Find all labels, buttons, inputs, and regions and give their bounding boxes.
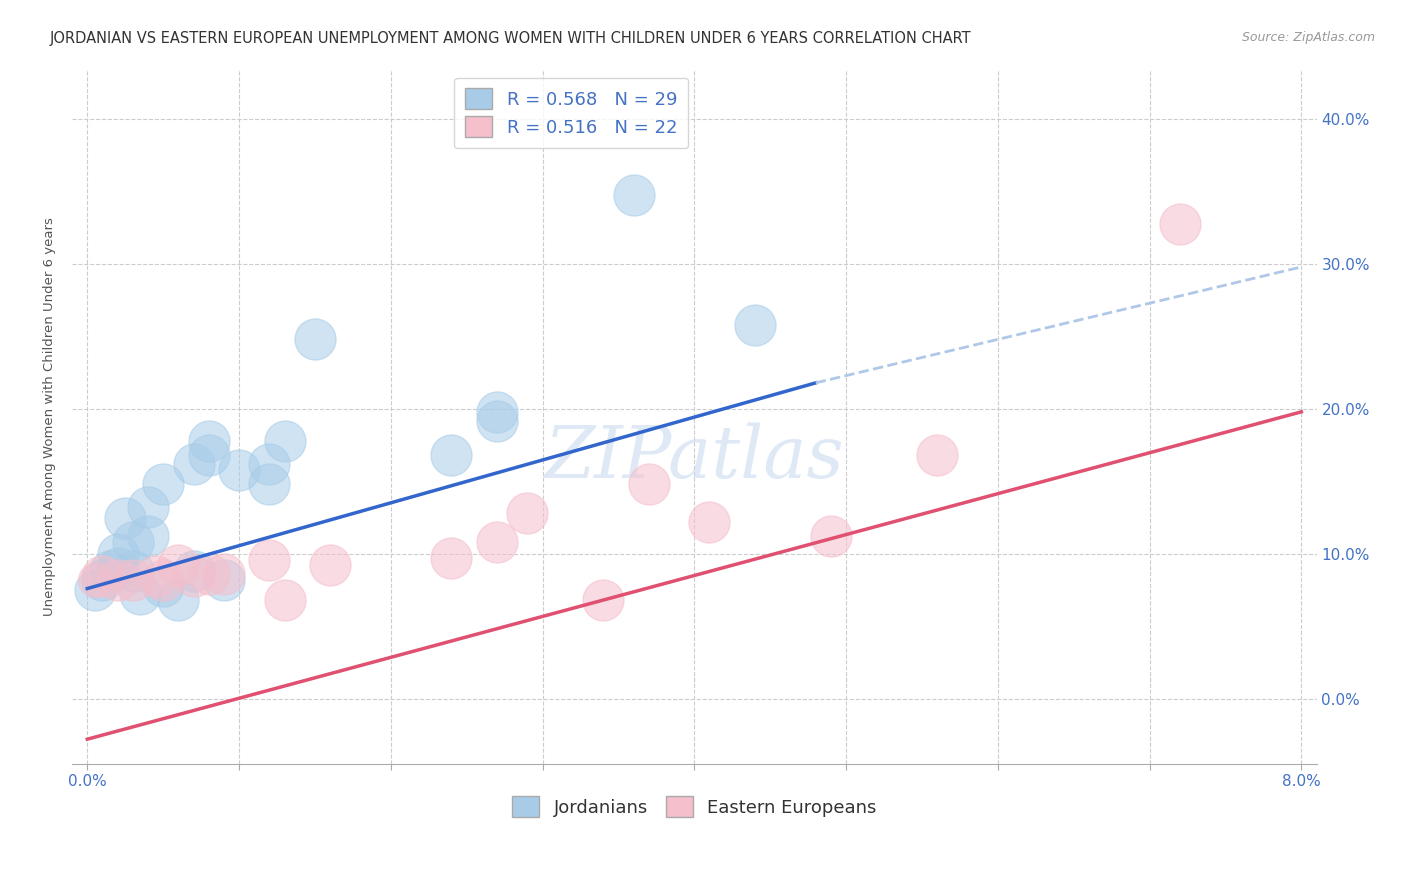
Point — [440, 448, 463, 462]
Point — [1168, 217, 1191, 231]
Point — [744, 318, 766, 332]
Point — [516, 506, 538, 520]
Point — [121, 535, 143, 549]
Point — [259, 552, 281, 566]
Point — [197, 448, 219, 462]
Point — [259, 457, 281, 471]
Point — [83, 573, 105, 587]
Point — [114, 510, 136, 524]
Point — [212, 573, 235, 587]
Point — [91, 568, 114, 582]
Point — [129, 587, 152, 601]
Text: ZIPatlas: ZIPatlas — [544, 423, 844, 493]
Point — [623, 187, 645, 202]
Point — [486, 405, 509, 419]
Point — [212, 567, 235, 582]
Point — [107, 547, 129, 561]
Point — [136, 529, 159, 543]
Point — [486, 413, 509, 427]
Point — [197, 434, 219, 448]
Point — [183, 564, 205, 578]
Point — [228, 463, 250, 477]
Point — [820, 529, 842, 543]
Point — [197, 567, 219, 582]
Legend: Jordanians, Eastern Europeans: Jordanians, Eastern Europeans — [505, 789, 884, 824]
Point — [121, 573, 143, 587]
Point — [183, 457, 205, 471]
Point — [167, 593, 190, 607]
Point — [699, 515, 721, 529]
Point — [145, 568, 167, 582]
Point — [592, 593, 614, 607]
Point — [107, 561, 129, 575]
Point — [273, 434, 295, 448]
Point — [927, 448, 949, 462]
Point — [152, 477, 174, 491]
Point — [167, 558, 190, 573]
Point — [183, 568, 205, 582]
Point — [136, 500, 159, 515]
Point — [152, 573, 174, 587]
Text: JORDANIAN VS EASTERN EUROPEAN UNEMPLOYMENT AMONG WOMEN WITH CHILDREN UNDER 6 YEA: JORDANIAN VS EASTERN EUROPEAN UNEMPLOYME… — [49, 31, 970, 46]
Point — [304, 332, 326, 346]
Point — [637, 477, 659, 491]
Point — [107, 573, 129, 587]
Point — [319, 558, 342, 573]
Point — [440, 551, 463, 566]
Point — [486, 535, 509, 549]
Point — [98, 564, 121, 578]
Point — [152, 579, 174, 593]
Point — [273, 593, 295, 607]
Point — [259, 477, 281, 491]
Point — [121, 564, 143, 578]
Point — [91, 573, 114, 587]
Text: Source: ZipAtlas.com: Source: ZipAtlas.com — [1241, 31, 1375, 45]
Point — [83, 582, 105, 597]
Y-axis label: Unemployment Among Women with Children Under 6 years: Unemployment Among Women with Children U… — [44, 217, 56, 615]
